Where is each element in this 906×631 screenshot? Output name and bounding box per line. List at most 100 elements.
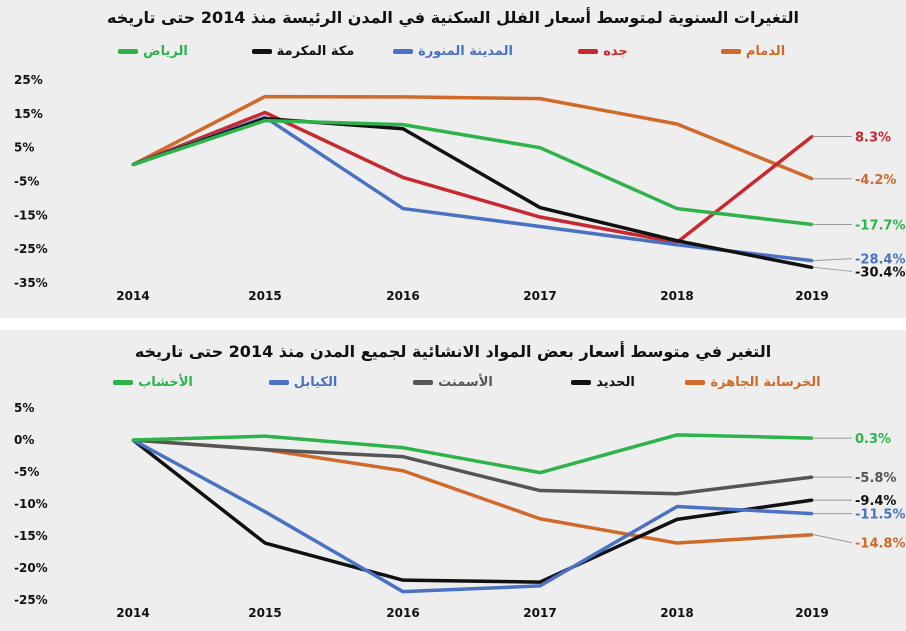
data-point: [810, 498, 814, 502]
series-line: [132, 94, 813, 181]
series-line: [132, 438, 813, 545]
data-point: [810, 259, 814, 263]
legend-swatch: [268, 380, 289, 385]
legend-label: الحديد: [596, 375, 635, 390]
legend-label: الخرسانة الجاهزة: [710, 375, 821, 390]
end-value-label: -17.7%: [855, 218, 906, 233]
data-point: [401, 127, 405, 131]
data-point: [263, 110, 267, 114]
x-tick-label: 2015: [248, 606, 281, 620]
y-tick-label: 15%: [14, 107, 43, 121]
data-point: [401, 578, 405, 582]
legend-swatch: [720, 49, 741, 54]
data-point: [401, 590, 405, 594]
end-value-label: 0.3%: [855, 432, 891, 447]
data-point: [538, 584, 542, 588]
y-tick-label: 0%: [14, 433, 34, 447]
data-point: [538, 471, 542, 475]
data-point: [675, 239, 679, 243]
legend-swatch: [685, 380, 706, 385]
y-tick-label: 25%: [14, 73, 43, 87]
end-value-label: -11.5%: [855, 508, 906, 523]
end-value-label: -30.4%: [855, 265, 906, 280]
legend-item: الكيابل: [228, 375, 378, 390]
end-value-label: -14.8%: [855, 537, 906, 552]
legend-item: جده: [528, 44, 678, 59]
legend-label: الأخشاب: [138, 375, 193, 390]
data-point: [538, 224, 542, 228]
data-point: [263, 119, 267, 123]
y-tick-label: 5%: [14, 401, 34, 415]
legend-item: الدمام: [678, 44, 828, 59]
data-point: [810, 533, 814, 537]
y-tick-label: -5%: [14, 465, 39, 479]
data-point: [810, 222, 814, 226]
data-point: [538, 97, 542, 101]
data-point: [538, 206, 542, 210]
data-point: [675, 207, 679, 211]
x-tick-label: 2018: [660, 289, 693, 303]
data-point: [401, 123, 405, 127]
y-tick-label: -15%: [14, 529, 48, 543]
series-line: [132, 116, 813, 270]
data-point: [675, 243, 679, 247]
series-line: [131, 438, 813, 584]
x-tick-label: 2019: [795, 289, 828, 303]
y-tick-label: -10%: [14, 497, 48, 511]
data-point: [675, 492, 679, 496]
y-tick-label: -20%: [14, 561, 48, 575]
end-value-label: -9.4%: [855, 494, 896, 509]
data-point: [675, 541, 679, 545]
legend-swatch: [113, 380, 134, 385]
data-point: [131, 438, 135, 442]
end-value-label: -5.8%: [855, 471, 896, 486]
end-value-label: -28.4%: [855, 253, 906, 268]
materials-chart-panel: التغير في متوسط أسعار بعض المواد الانشائ…: [0, 330, 906, 631]
legend-swatch: [251, 49, 272, 54]
legend-item: الخرسانة الجاهزة: [678, 375, 828, 390]
x-tick-label: 2014: [116, 289, 149, 303]
y-tick-label: -25%: [14, 593, 48, 607]
leader-line: [813, 258, 853, 262]
data-point: [538, 580, 542, 584]
legend-label: مكة المكرمة: [276, 44, 355, 59]
series-line: [132, 438, 813, 594]
data-point: [538, 489, 542, 493]
data-point: [538, 517, 542, 521]
data-point: [810, 475, 814, 479]
data-point: [675, 433, 679, 437]
series-line: [132, 118, 813, 227]
data-point: [131, 163, 135, 167]
legend-label: الرياض: [143, 44, 188, 59]
legend-swatch: [578, 49, 599, 54]
legend-label: الكيابل: [293, 375, 338, 390]
data-point: [810, 512, 814, 516]
leader-line: [813, 534, 853, 544]
data-point: [675, 122, 679, 126]
legend-label: جده: [603, 44, 628, 59]
data-point: [538, 215, 542, 219]
legend-item: المدينة المنورة: [378, 44, 528, 59]
y-tick-label: -15%: [14, 208, 48, 222]
x-tick-label: 2017: [523, 606, 556, 620]
legend-swatch: [571, 380, 592, 385]
data-point: [263, 541, 267, 545]
data-point: [810, 436, 814, 440]
x-tick-label: 2014: [116, 606, 149, 620]
legend-label: المدينة المنورة: [418, 44, 513, 59]
plot-area: 25% 15% 5% -5% -15% -25% -35% 2014 2015 2016 2017 2…: [14, 73, 906, 303]
data-point: [675, 505, 679, 509]
y-tick-label: -25%: [14, 242, 48, 256]
series-line: [132, 438, 813, 496]
data-point: [263, 95, 267, 99]
end-value-label: -4.2%: [855, 173, 896, 188]
data-point: [263, 510, 267, 514]
data-point: [675, 517, 679, 521]
data-point: [810, 135, 814, 139]
y-tick-label: -35%: [14, 276, 48, 290]
legend-swatch: [413, 380, 434, 385]
legend-item: الأخشاب: [78, 375, 228, 390]
data-point: [401, 175, 405, 179]
legend-swatch: [393, 49, 414, 54]
legend-item: مكة المكرمة: [228, 44, 378, 59]
